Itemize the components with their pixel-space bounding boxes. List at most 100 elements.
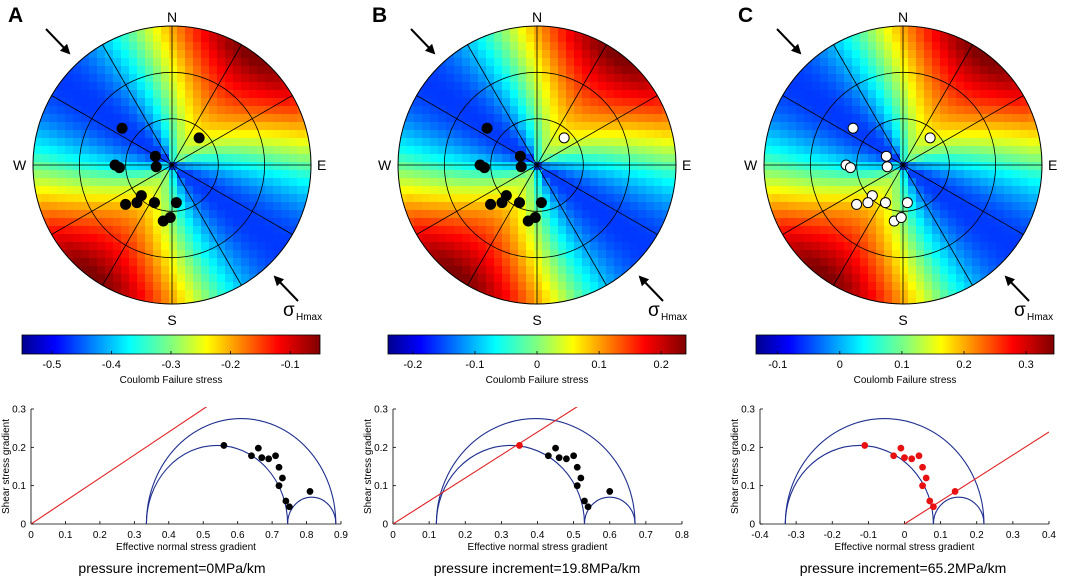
pole-point	[558, 132, 570, 144]
mohr-plot: -0.4 -0.3 -0.2 -0.1 0 0.1 0.2 0.3 0.4 0 0.1 0.2 0.3 E…	[730, 405, 1056, 554]
data-point	[919, 482, 926, 490]
pole-points	[474, 122, 570, 227]
y-tick-label: 0.1	[374, 481, 388, 492]
data-point	[265, 455, 273, 463]
stereonet-grid	[764, 26, 1042, 304]
shmax-label: σ Hmax	[648, 300, 687, 323]
x-tick-label: -0.4	[751, 530, 769, 541]
x-axis-label: Effective normal stress gradient	[116, 542, 256, 553]
data-point	[306, 488, 314, 495]
data-point	[951, 488, 959, 495]
colorbar-tick-label: -0.1	[465, 359, 484, 371]
x-tick-label: 0.8	[675, 530, 689, 541]
data-point	[248, 452, 255, 460]
y-tick-label: 0.3	[374, 405, 388, 416]
pole-point	[485, 198, 497, 210]
mohr-points	[220, 442, 314, 511]
y-tick-label: 0.3	[741, 405, 755, 416]
colorbar-gradient	[755, 334, 1055, 355]
pole-point	[851, 198, 863, 210]
compass-west: W	[378, 157, 392, 173]
data-point	[272, 452, 279, 460]
colorbar-tick-label: -0.4	[102, 359, 121, 371]
compass-north: N	[898, 9, 908, 25]
cfs-heatmap	[398, 26, 676, 304]
pole-point	[148, 197, 160, 209]
data-point	[919, 463, 926, 471]
pole-point	[880, 150, 892, 162]
panel-label: C	[738, 4, 753, 27]
colorbar-tick-label: -0.1	[768, 359, 787, 371]
stereonet-outline	[763, 25, 1043, 305]
shmax-subscript: Hmax	[661, 312, 687, 323]
panel-label: B	[372, 4, 387, 27]
pole-point	[862, 197, 874, 209]
shmax-subscript: Hmax	[296, 312, 322, 323]
x-tick-label: 0.8	[300, 530, 314, 541]
pole-point	[924, 132, 936, 144]
pole-point	[170, 197, 182, 209]
colorbar-tick-label: 0.2	[654, 359, 669, 371]
colorbar-tick-label: -0.2	[403, 359, 422, 371]
data-point	[915, 452, 923, 460]
pole-point	[513, 197, 525, 209]
mohr-circle-inner	[145, 444, 289, 524]
y-tick-label: 0.2	[12, 443, 26, 454]
colorbar-tick-label: 0	[534, 359, 540, 371]
pole-point	[116, 122, 128, 134]
pole-point	[478, 162, 490, 174]
pole-point	[481, 122, 493, 134]
mohr-circle-outer	[784, 418, 985, 524]
x-tick-label: 0.6	[603, 530, 617, 541]
data-point	[930, 503, 937, 511]
shmax-label: σ Hmax	[283, 300, 322, 323]
y-axis-label: Shear stress gradient	[1, 419, 12, 514]
pole-point	[131, 197, 143, 209]
pole-point	[901, 197, 913, 209]
x-tick-label: 0.7	[639, 530, 653, 541]
colorbar-label: Coulomb Failure stress	[854, 375, 957, 386]
panel-a: A N S E Wσ Hmax -0.5 -0.4 -0.3 -0.2 -0.1 Coulomb Fa…	[1, 4, 348, 576]
stereonet-outline	[397, 25, 677, 305]
data-point	[573, 482, 581, 490]
y-tick-label: 0.3	[12, 405, 26, 416]
pole-point	[895, 212, 907, 224]
mohr-plot: 0 0.1 0.2 0.3 0.4 0.5 0.6 0.7 0.800.10.20.3Effec…	[363, 405, 689, 554]
x-axis-label: Effective normal stress gradient	[835, 542, 975, 553]
pole-points	[840, 122, 936, 227]
x-tick-label: 0.9	[334, 530, 348, 541]
x-tick-label: 0.6	[231, 530, 245, 541]
compass-east: E	[1048, 157, 1057, 173]
panel-caption: pressure increment=65.2MPa/km	[800, 560, 1007, 576]
pole-point	[881, 161, 893, 173]
colorbar-tick-label: -0.3	[162, 359, 181, 371]
pole-point	[535, 197, 547, 209]
y-tick-label: 0.2	[741, 443, 755, 454]
x-tick-label: 0.1	[58, 530, 72, 541]
colorbar-tick-label: 0.2	[956, 359, 971, 371]
panel-caption: pressure increment=19.8MPa/km	[434, 560, 641, 576]
data-point	[516, 442, 523, 449]
mohr-circle-small	[932, 496, 985, 524]
colorbar-tick-label: 0.3	[1018, 359, 1033, 371]
panel-label: A	[8, 4, 23, 27]
shmax-arrow-nw	[410, 28, 436, 55]
compass-west: W	[744, 157, 758, 173]
pole-point	[847, 122, 859, 134]
compass-south: S	[898, 312, 907, 328]
compass-west: W	[13, 157, 27, 173]
x-tick-label: -0.2	[824, 530, 842, 541]
mohr-circle-outer	[145, 418, 337, 524]
shmax-symbol: σ	[648, 300, 660, 321]
data-point	[552, 444, 559, 452]
pole-point	[844, 162, 856, 174]
shmax-label: σ Hmax	[1014, 300, 1053, 323]
shmax-symbol: σ	[283, 300, 295, 321]
y-axis-label: Shear stress gradient	[730, 419, 741, 514]
compass-east: E	[682, 157, 691, 173]
colorbar-tick-label: 0.1	[894, 359, 909, 371]
x-axis-label: Effective normal stress gradient	[468, 542, 608, 553]
pole-point	[120, 198, 132, 210]
y-tick-label: 0.1	[741, 481, 755, 492]
friction-line	[904, 431, 1049, 524]
